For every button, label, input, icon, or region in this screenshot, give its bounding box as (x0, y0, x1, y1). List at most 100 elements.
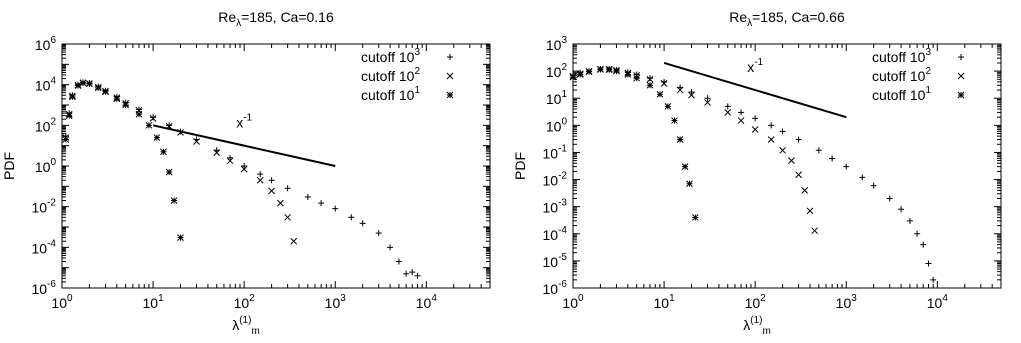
data-point (691, 214, 699, 221)
data-point (102, 88, 109, 96)
chart-title-rest: =185, Ca=0.16 (241, 9, 334, 25)
data-point (359, 220, 366, 227)
legend-marker (957, 91, 965, 99)
data-point (779, 128, 786, 135)
data-point (843, 163, 850, 170)
data-point (177, 234, 184, 241)
data-point (177, 129, 184, 136)
chart-title: Reλ=185, Ca=0.66 (729, 9, 845, 29)
data-point (257, 171, 264, 178)
chart-panel-right: Reλ=185, Ca=0.66 100 101 102 103 104 10-6 10-5 1… (511, 0, 1021, 343)
data-point (752, 115, 759, 122)
data-point (795, 136, 802, 143)
series-2-star (62, 79, 184, 241)
data-point (930, 276, 937, 283)
x-tick-label: 102 (745, 293, 767, 311)
data-point (403, 270, 410, 277)
data-point (898, 206, 905, 213)
data-point (395, 258, 402, 265)
data-point (811, 227, 819, 235)
data-point (135, 110, 143, 118)
data-point (375, 230, 382, 237)
data-point (676, 136, 684, 143)
y-tick-label: 102 (35, 116, 57, 134)
data-point (150, 114, 157, 121)
plot-frame (572, 43, 1002, 289)
legend-label: cutoff 102 (872, 66, 931, 84)
y-tick-label: 10-6 (32, 279, 57, 297)
x-tick-label: 104 (416, 293, 438, 311)
data-point (122, 101, 130, 109)
data-point (227, 154, 234, 161)
data-point (165, 122, 173, 130)
data-point (213, 149, 221, 157)
data-point (768, 122, 775, 129)
data-point (633, 74, 641, 82)
legend-marker (958, 54, 964, 60)
y-tick-label: 10-2 (32, 198, 57, 216)
data-point (585, 68, 593, 76)
data-point (74, 82, 82, 89)
y-tick-label: 10-3 (543, 198, 568, 216)
data-point (576, 71, 584, 78)
data-point (656, 90, 664, 98)
chart-title-rest: =185, Ca=0.66 (752, 9, 845, 25)
y-tick-label: 10-6 (543, 279, 568, 297)
data-point (925, 260, 932, 267)
data-point (409, 269, 416, 276)
data-point (660, 80, 668, 87)
y-tick-label: 10-4 (32, 238, 57, 256)
data-point (318, 200, 325, 207)
legend-marker (446, 91, 454, 99)
data-point (671, 117, 678, 124)
data-point (767, 136, 775, 143)
x-tick-label: 103 (836, 293, 858, 311)
x-tick-label: 100 (51, 293, 73, 311)
y-axis-label: PDF (512, 152, 528, 180)
data-point (177, 128, 184, 135)
reference-line-label: x-1 (236, 113, 252, 131)
data-point (256, 176, 264, 184)
x-tick-label: 101 (143, 293, 165, 311)
data-point (268, 177, 275, 184)
data-point (65, 112, 73, 119)
y-tick-label: 104 (35, 76, 57, 94)
data-point (751, 126, 759, 133)
data-point (290, 237, 298, 245)
y-tick-label: 10-4 (543, 225, 568, 243)
data-point (646, 75, 653, 82)
data-point (193, 138, 200, 145)
data-point (724, 103, 731, 110)
reference-line-x-inverse (663, 61, 847, 119)
data-point (226, 157, 234, 165)
data-point (241, 163, 248, 169)
chart-left: Reλ=185, Ca=0.16 100 101 102 103 104 10-6 10-4 1… (1, 9, 491, 337)
data-point (160, 148, 167, 156)
data-point (806, 207, 814, 215)
x-tick-label: 104 (927, 293, 949, 311)
data-point (348, 214, 355, 221)
data-point (686, 180, 693, 188)
legend-label: cutoff 103 (361, 47, 420, 65)
legend-marker (446, 72, 454, 80)
data-point (646, 81, 654, 89)
legend-marker (957, 72, 965, 80)
data-point (62, 136, 70, 143)
data-point (86, 80, 93, 88)
plot-frame (61, 43, 491, 289)
data-point (304, 193, 311, 200)
legend-label: cutoff 102 (361, 66, 420, 84)
data-point (284, 213, 291, 221)
data-point (79, 79, 87, 87)
chart-title: Reλ=185, Ca=0.16 (218, 9, 334, 29)
data-point (94, 84, 102, 92)
y-tick-label: 102 (546, 62, 568, 80)
data-point (737, 117, 745, 124)
data-point (597, 66, 604, 73)
reference-line-label: x-1 (747, 57, 763, 75)
legend-label: cutoff 101 (361, 85, 420, 103)
y-tick-label: 10-5 (543, 252, 568, 270)
data-point (605, 66, 613, 74)
data-point (704, 95, 711, 102)
series-1-cross (569, 65, 819, 235)
